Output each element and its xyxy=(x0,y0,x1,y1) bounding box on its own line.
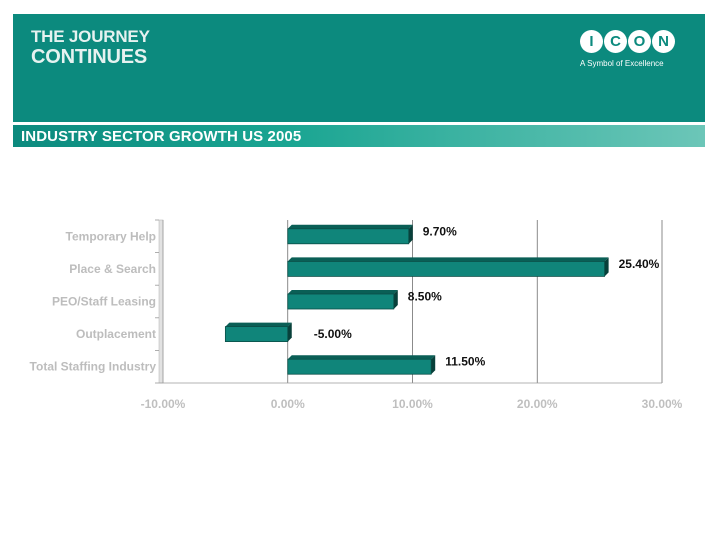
logo-letter-o: O xyxy=(628,30,651,53)
category-label: Place & Search xyxy=(69,262,156,276)
tagline: THE JOURNEY CONTINUES xyxy=(31,26,150,68)
chart-left-wall xyxy=(158,219,164,384)
data-label: 9.70% xyxy=(423,224,457,238)
x-tick-label: 0.00% xyxy=(271,397,305,411)
bar xyxy=(287,358,432,375)
tagline-line1: THE JOURNEY xyxy=(31,27,150,46)
x-tick-label: 10.00% xyxy=(392,397,433,411)
title-band xyxy=(13,125,705,147)
category-label: Total Staffing Industry xyxy=(30,360,157,374)
logo-letter-n: N xyxy=(652,30,675,53)
bar xyxy=(224,326,289,342)
logo-letter-i: I xyxy=(580,30,603,53)
chart-title: INDUSTRY SECTOR GROWTH US 2005 xyxy=(21,128,302,145)
bar xyxy=(287,228,410,245)
bar-chart: -10.00% 0.00% 10.00% 20.00% 30.00% Temporary … xyxy=(30,219,683,411)
bar-top-face xyxy=(287,290,398,294)
icon-logo: I C O N A Symbol of Excellence xyxy=(580,30,690,86)
data-label: 25.40% xyxy=(619,257,660,271)
bar-top-face xyxy=(287,257,609,262)
category-label: Outplacement xyxy=(76,327,156,341)
x-tick-label: 20.00% xyxy=(517,397,558,411)
logo-mark: I C O N xyxy=(580,30,690,53)
bar-top-face xyxy=(287,355,436,360)
data-label: 8.50% xyxy=(408,290,442,304)
bar xyxy=(287,261,606,277)
bar-side-face xyxy=(604,257,609,277)
data-label: -5.00% xyxy=(314,327,352,341)
x-tick-label: -10.00% xyxy=(141,397,186,411)
data-label: 11.50% xyxy=(445,355,485,369)
logo-subtitle: A Symbol of Excellence xyxy=(580,59,664,68)
bar-side-face xyxy=(393,290,398,309)
bar-side-face xyxy=(431,355,436,375)
bar-top-face xyxy=(287,224,413,229)
x-tick-label: 30.00% xyxy=(642,397,683,411)
bar-side-face xyxy=(408,224,413,244)
logo-letter-c: C xyxy=(604,30,627,53)
category-label: PEO/Staff Leasing xyxy=(52,295,156,309)
bar xyxy=(287,293,395,310)
bar-side-face xyxy=(287,322,292,342)
category-label: Temporary Help xyxy=(66,229,156,243)
bar-top-face xyxy=(225,322,292,327)
tagline-line2: CONTINUES xyxy=(31,46,147,68)
